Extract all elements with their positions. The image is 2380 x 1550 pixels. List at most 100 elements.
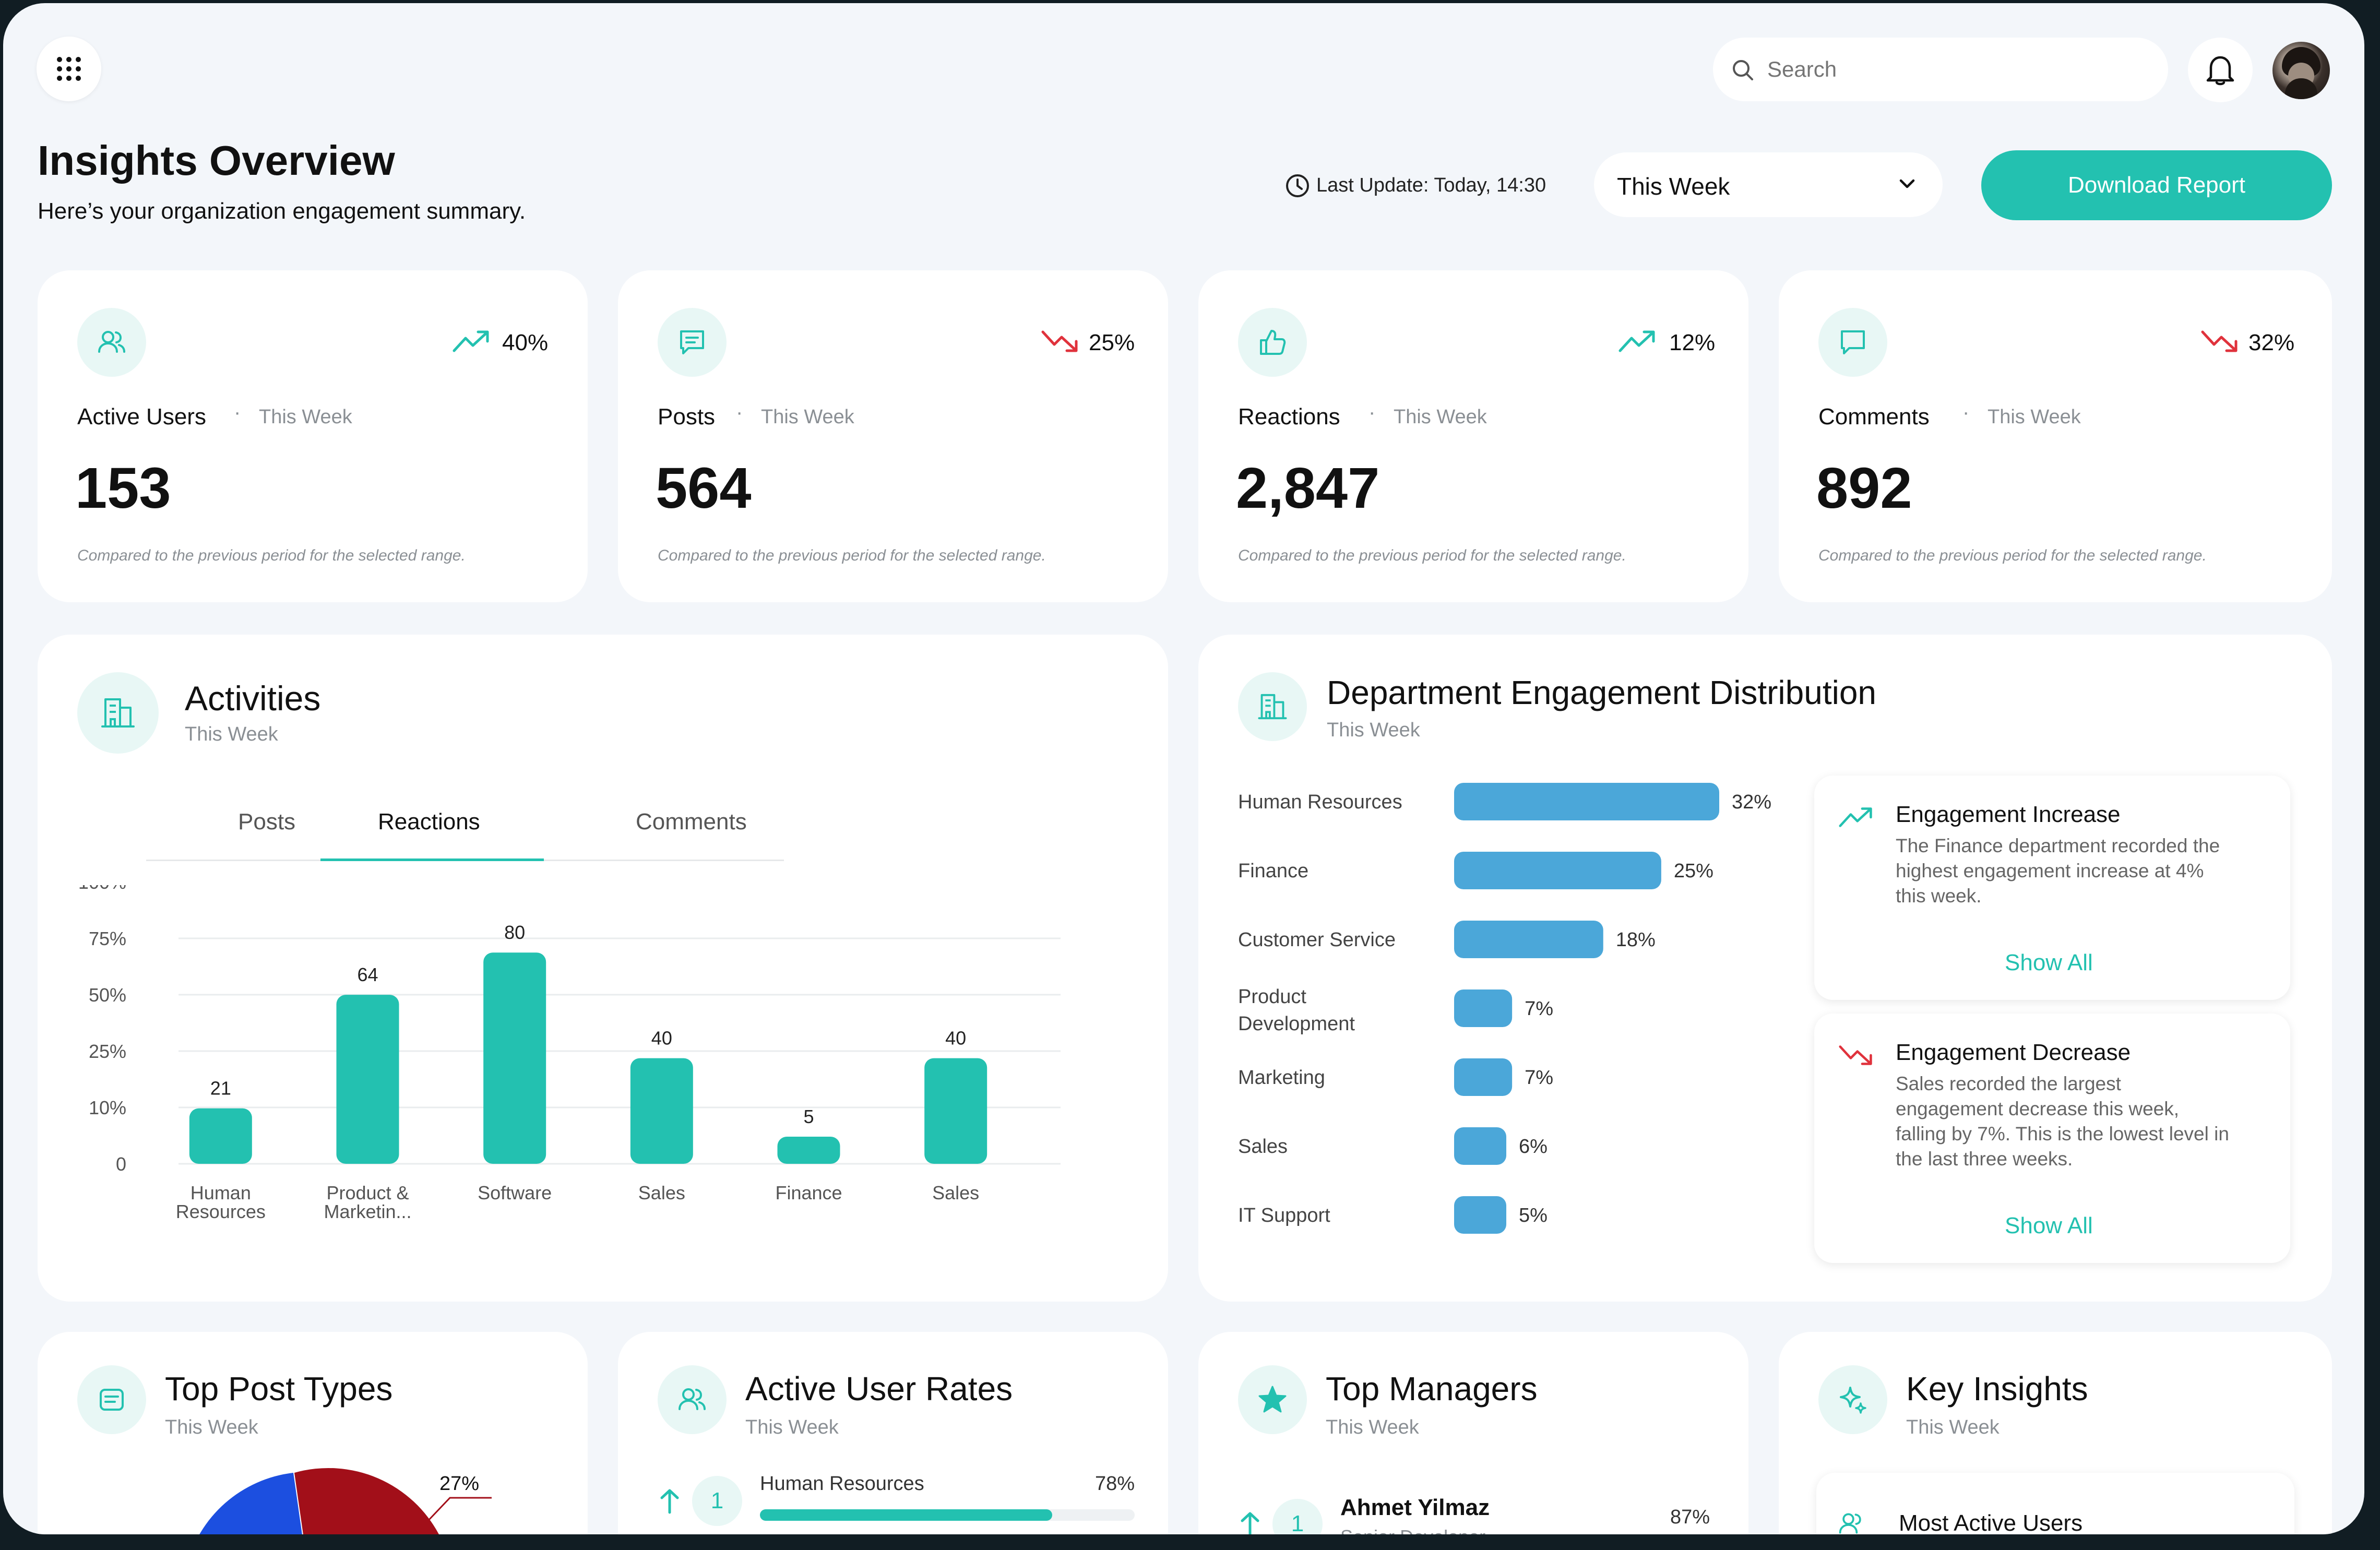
increase-title: Engagement Increase: [1896, 802, 2121, 827]
rate-progress-fill: [760, 1509, 1053, 1521]
increase-show-all-link[interactable]: Show All: [2005, 950, 2093, 975]
activity-bar: [924, 1058, 987, 1164]
insight-item[interactable]: Most Active Users: [1816, 1473, 2294, 1534]
document-lines-icon: [100, 1389, 124, 1411]
donut-slice-red: [294, 1468, 439, 1534]
stat-value: 892: [1816, 456, 1912, 520]
building-icon: [101, 698, 135, 728]
users-icon: [98, 331, 125, 353]
dot-separator: ·: [234, 401, 241, 424]
stat-period: This Week: [259, 406, 352, 428]
x-category-label: Software: [478, 1182, 552, 1203]
department-bar-chart: Human Resources 32% Finance 25% Customer Ser…: [1238, 783, 1771, 1234]
bar-value-label: 5: [803, 1106, 814, 1127]
department-name: Human Resources: [1238, 791, 1402, 813]
decrease-show-all-link[interactable]: Show All: [2005, 1213, 2093, 1238]
apps-menu-button[interactable]: [37, 37, 101, 101]
department-icon-circle: [1238, 672, 1307, 741]
manager-name: Ahmet Yilmaz: [1340, 1495, 1490, 1520]
stat-change: 32%: [2248, 330, 2295, 355]
stat-value: 564: [656, 456, 752, 520]
users-icon: [1839, 1513, 1861, 1534]
post-types-donut-chart: [199, 1468, 492, 1534]
page-title: Insights Overview: [38, 137, 395, 184]
stat-value: 2,847: [1236, 456, 1380, 520]
tab-comments[interactable]: Comments: [636, 809, 747, 834]
activity-bar: [777, 1137, 840, 1164]
department-bar: [1454, 1127, 1506, 1165]
stat-change: 40%: [502, 330, 549, 355]
range-select[interactable]: This Week: [1594, 152, 1943, 217]
department-value: 7%: [1525, 1067, 1553, 1089]
y-tick-label: 100%: [78, 885, 126, 893]
arrow-up-icon: [660, 1489, 679, 1514]
user-rates-icon-circle: [658, 1365, 727, 1434]
chevron-down-icon: [1899, 179, 1915, 188]
notifications-button[interactable]: [2188, 38, 2253, 102]
download-report-label: Download Report: [2068, 172, 2245, 198]
download-report-button[interactable]: Download Report: [1981, 150, 2332, 220]
decrease-title: Engagement Decrease: [1896, 1040, 2131, 1065]
x-category-label: Finance: [775, 1182, 842, 1203]
activity-bar: [189, 1108, 252, 1164]
stat-change: 12%: [1669, 330, 1716, 355]
search-icon: [1733, 60, 1753, 80]
rank-badge: 1: [1272, 1499, 1323, 1534]
department-value: 5%: [1519, 1205, 1548, 1226]
x-category-label: Sales: [932, 1182, 979, 1203]
range-select-value: This Week: [1617, 173, 1730, 200]
sparkles-icon: [1840, 1387, 1866, 1414]
rate-progress-track: [760, 1509, 1135, 1521]
stat-note: Compared to the previous period for the …: [77, 547, 466, 564]
tab-reactions[interactable]: Reactions: [320, 796, 544, 861]
trend-up-icon: [1839, 807, 1872, 827]
avatar[interactable]: [2272, 42, 2330, 99]
stat-period: This Week: [1394, 406, 1487, 428]
stat-note: Compared to the previous period for the …: [658, 547, 1046, 564]
x-category-label: Sales: [638, 1182, 685, 1203]
department-name: Marketing: [1238, 1067, 1325, 1089]
reactions-icon-circle: [1238, 308, 1307, 377]
decrease-line: falling by 7%. This is the lowest level …: [1896, 1123, 2229, 1144]
stat-period: This Week: [1988, 406, 2081, 428]
trend-up-icon: [1619, 330, 1655, 352]
engagement-decrease-panel: Engagement Decrease Sales recorded the l…: [1814, 1014, 2290, 1263]
post-types-title: Top Post Types: [165, 1370, 393, 1408]
insights-title: Key Insights: [1906, 1370, 2088, 1408]
message-lines-icon: [680, 330, 704, 354]
insights-period: This Week: [1906, 1416, 2000, 1438]
dot-separator: ·: [736, 401, 743, 424]
stat-card-comments: 32% Comments · This Week 892 Compared to…: [1779, 270, 2332, 602]
x-category-label: Human: [191, 1182, 251, 1203]
manager-value: 87%: [1670, 1506, 1710, 1528]
page-subtitle: Here’s your organization engagement summ…: [38, 198, 526, 224]
users-icon-circle: [77, 308, 146, 377]
increase-line: The Finance department recorded the: [1896, 835, 2220, 856]
department-card: Department Engagement Distribution This …: [1198, 635, 2332, 1302]
activity-bar: [630, 1058, 693, 1164]
dot-separator: ·: [1368, 401, 1376, 424]
bell-icon: [2206, 56, 2234, 86]
bar-value-label: 40: [651, 1028, 672, 1049]
rank-badge: 1: [692, 1476, 742, 1526]
post-types-period: This Week: [165, 1416, 258, 1438]
top-managers-card: Top Managers This Week 1 Ahmet Yilmaz Se…: [1198, 1332, 1748, 1534]
building-icon: [1258, 694, 1287, 720]
manager-role: Senior Developer: [1340, 1526, 1485, 1534]
department-bar: [1454, 989, 1513, 1027]
y-tick-label: 50%: [89, 984, 126, 1006]
department-name: Customer Service: [1238, 929, 1396, 951]
search-box[interactable]: [1713, 38, 2168, 101]
activity-tabs: Posts Reactions Comments: [146, 796, 784, 861]
increase-line: highest engagement increase at 4%: [1896, 860, 2204, 881]
y-tick-label: 10%: [89, 1097, 126, 1118]
clock-icon: [1286, 174, 1309, 197]
top-post-types-card: Top Post Types This Week 27%: [38, 1332, 588, 1534]
bar-value-label: 64: [357, 964, 378, 985]
search-input[interactable]: [1767, 49, 2143, 90]
tab-posts[interactable]: Posts: [238, 809, 296, 834]
activities-card: Activities This Week Posts Reactions Com…: [38, 635, 1168, 1302]
department-value: 18%: [1616, 929, 1656, 951]
stat-label: Posts: [658, 404, 716, 430]
